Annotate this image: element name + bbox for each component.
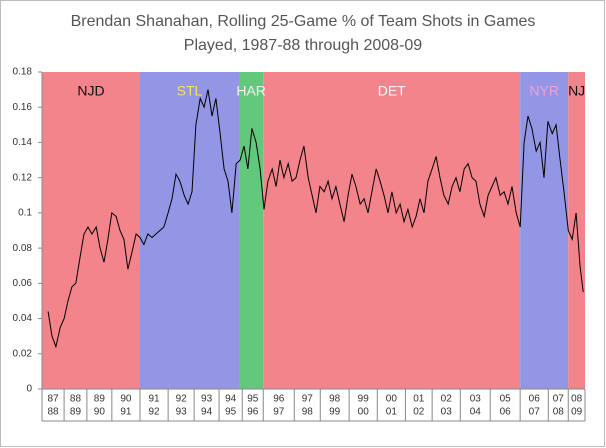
y-tick-label: 0.06	[13, 278, 33, 289]
x-tick-label: 95	[247, 394, 259, 405]
y-tick-label: 0.18	[13, 67, 33, 78]
x-tick-label: 90	[120, 394, 132, 405]
chart-title: Played, 1987-88 through 2008-09	[184, 37, 423, 54]
x-tick-label: 05	[500, 394, 512, 405]
x-tick-label: 93	[201, 394, 213, 405]
team-label: NYR	[529, 83, 559, 99]
team-label: NJ	[568, 83, 585, 99]
team-band	[263, 72, 521, 389]
x-tick-label: 92	[148, 407, 160, 418]
y-tick-label: 0.1	[18, 208, 32, 219]
team-band	[239, 72, 264, 389]
team-label: HAR	[236, 83, 266, 99]
team-label: DET	[378, 83, 406, 99]
x-tick-label: 89	[94, 394, 106, 405]
x-tick-label: 00	[386, 394, 398, 405]
x-tick-label: 92	[176, 394, 188, 405]
x-tick-label: 91	[120, 407, 132, 418]
x-tick-label: 03	[441, 407, 453, 418]
y-tick-label: 0.12	[13, 172, 33, 183]
x-tick-label: 87	[47, 394, 59, 405]
data-line	[47, 89, 584, 349]
x-tick-label: 99	[358, 394, 370, 405]
x-tick-label: 03	[470, 394, 482, 405]
x-tick-label: 09	[571, 407, 583, 418]
y-tick-label: 0.04	[13, 313, 33, 324]
team-band	[139, 72, 240, 389]
chart-title: Brendan Shanahan, Rolling 25-Game % of T…	[71, 13, 536, 30]
team-label: NJD	[77, 83, 104, 99]
x-tick-label: 04	[470, 407, 482, 418]
x-tick-label: 89	[70, 407, 82, 418]
x-tick-label: 00	[358, 407, 370, 418]
team-band	[568, 72, 585, 389]
x-tick-label: 95	[225, 407, 237, 418]
y-tick-label: 0.16	[13, 102, 33, 113]
y-tick-label: 0.08	[13, 243, 33, 254]
x-tick-label: 08	[553, 407, 565, 418]
x-tick-label: 98	[302, 407, 314, 418]
y-tick-label: 0	[26, 384, 32, 395]
x-tick-label: 01	[413, 394, 425, 405]
x-tick-label: 06	[500, 407, 512, 418]
x-tick-label: 97	[302, 394, 314, 405]
team-label: STL	[177, 83, 203, 99]
x-tick-label: 07	[553, 394, 565, 405]
x-tick-label: 94	[201, 407, 213, 418]
y-tick-label: 0.14	[13, 137, 33, 148]
x-tick-label: 01	[386, 407, 398, 418]
x-tick-label: 97	[273, 407, 285, 418]
x-tick-label: 96	[273, 394, 285, 405]
x-tick-label: 07	[529, 407, 541, 418]
x-tick-label: 98	[329, 394, 341, 405]
x-tick-label: 96	[247, 407, 259, 418]
team-band	[520, 72, 569, 389]
x-tick-label: 94	[225, 394, 237, 405]
x-tick-label: 02	[441, 394, 453, 405]
x-tick-label: 02	[413, 407, 425, 418]
x-tick-label: 06	[529, 394, 541, 405]
x-tick-label: 91	[148, 394, 160, 405]
x-tick-label: 88	[70, 394, 82, 405]
x-tick-label: 08	[571, 394, 583, 405]
x-tick-label: 90	[94, 407, 106, 418]
y-tick-label: 0.02	[13, 348, 33, 359]
x-tick-label: 99	[329, 407, 341, 418]
x-tick-label: 88	[47, 407, 59, 418]
x-tick-label: 93	[176, 407, 188, 418]
